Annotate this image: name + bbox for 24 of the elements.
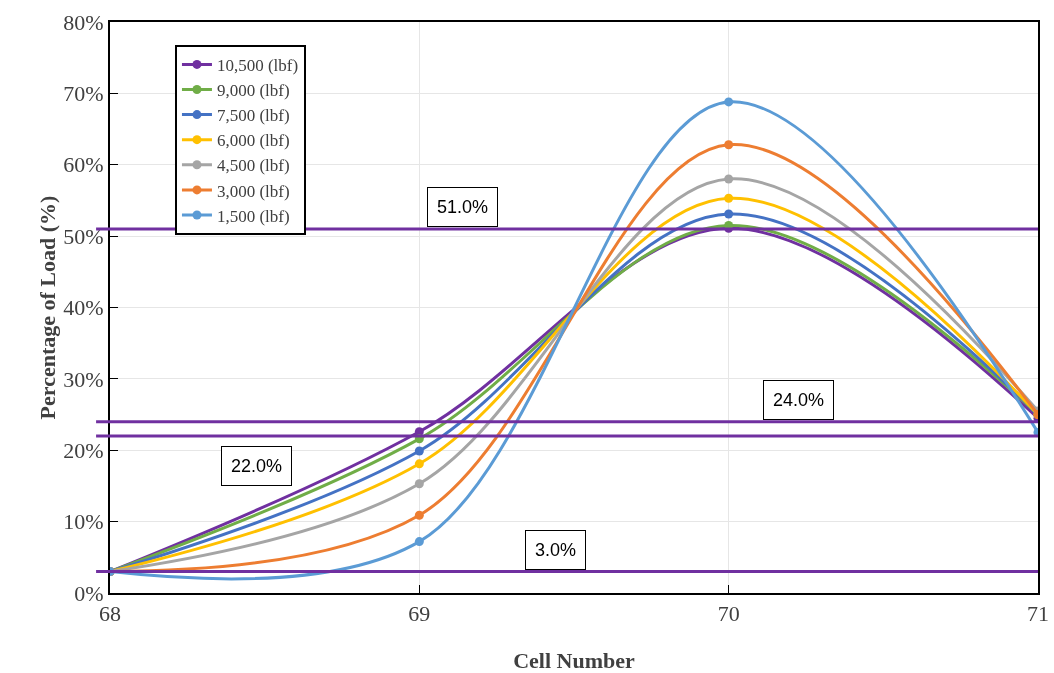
legend-label: 7,500 (lbf)	[216, 106, 290, 126]
x-tick-label: 71	[1027, 601, 1049, 627]
x-tick-label: 70	[717, 601, 740, 627]
ref-line-label: 51.0%	[437, 197, 489, 217]
y-tick-label: 80%	[63, 9, 104, 35]
ref-line-label: 3.0%	[535, 540, 577, 560]
y-tick-label: 60%	[63, 152, 104, 178]
y-tick-label: 10%	[63, 509, 104, 535]
legend-label: 9,000 (lbf)	[216, 81, 290, 101]
legend-label: 3,000 (lbf)	[216, 181, 290, 201]
y-tick-label: 20%	[63, 437, 104, 463]
y-tick-label: 50%	[63, 223, 104, 249]
y-tick-label: 30%	[63, 366, 104, 392]
y-axis-title: Percentage of Load (%)	[35, 195, 60, 420]
legend-label: 1,500 (lbf)	[216, 206, 290, 226]
legend-label: 10,500 (lbf)	[216, 56, 299, 76]
legend-label: 6,000 (lbf)	[216, 131, 290, 151]
y-tick-label: 70%	[63, 81, 104, 107]
x-tick-label: 69	[408, 601, 431, 627]
ref-line-label: 24.0%	[773, 390, 825, 410]
y-tick-label: 40%	[63, 295, 104, 321]
ref-line-label: 22.0%	[231, 456, 283, 476]
x-axis-title: Cell Number	[513, 648, 636, 673]
legend-label: 4,500 (lbf)	[216, 156, 290, 176]
